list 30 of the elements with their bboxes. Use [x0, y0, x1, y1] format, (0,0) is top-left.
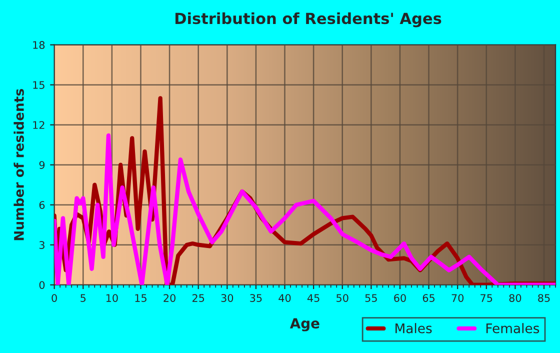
y-tick-label: 3: [39, 241, 44, 249]
x-tick-label: 0: [52, 294, 57, 302]
x-tick-label: 75: [480, 294, 492, 302]
x-tick-label: 45: [307, 294, 320, 302]
x-tick-label: 10: [106, 294, 118, 302]
x-tick-label: 15: [135, 294, 146, 302]
y-tick-label: 9: [39, 161, 45, 169]
chart-title: Distribution of Residents' Ages: [175, 12, 442, 28]
x-tick-label: 60: [394, 294, 406, 302]
x-tick-label: 30: [221, 294, 234, 302]
x-tick-label: 80: [509, 294, 522, 302]
x-tick-label: 70: [452, 294, 464, 302]
y-tick-label: 0: [39, 281, 45, 289]
y-tick-label: 6: [39, 201, 45, 209]
x-axis-title: Age: [290, 318, 320, 332]
y-tick-label: 18: [33, 41, 45, 49]
legend-label: Females: [486, 323, 540, 334]
x-tick-label: 65: [422, 294, 434, 302]
x-tick-label: 5: [80, 294, 86, 302]
x-tick-label: 40: [278, 294, 291, 302]
x-tick-label: 35: [250, 294, 262, 302]
x-tick-label: 55: [365, 294, 377, 302]
y-tick-label: 12: [33, 121, 44, 129]
y-tick-label: 15: [33, 81, 44, 89]
x-tick-label: 20: [164, 294, 176, 302]
x-tick-label: 25: [192, 294, 204, 302]
x-tick-label: 50: [336, 294, 348, 302]
y-axis-title: Number of residents: [14, 89, 24, 240]
legend-label: Males: [396, 323, 432, 334]
x-tick-label: 85: [538, 294, 550, 302]
